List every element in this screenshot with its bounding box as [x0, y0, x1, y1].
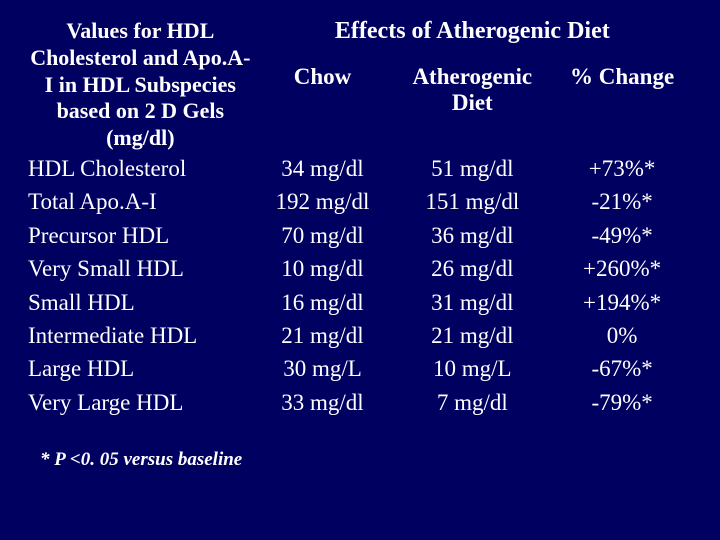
hdl-table: Values for HDL Cholesterol and Apo.A-I i… [28, 18, 692, 419]
cell-chow: 70 mg/dl [253, 219, 393, 252]
cell-ath: 51 mg/dl [392, 152, 552, 185]
row-label: Very Small HDL [28, 252, 253, 285]
cell-chow: 192 mg/dl [253, 185, 393, 218]
cell-chg: -79%* [552, 386, 692, 419]
table-row: Intermediate HDL 21 mg/dl 21 mg/dl 0% [28, 319, 692, 352]
table-body: HDL Cholesterol 34 mg/dl 51 mg/dl +73%* … [28, 152, 692, 419]
table-row: Large HDL 30 mg/L 10 mg/L -67%* [28, 352, 692, 385]
cell-chow: 33 mg/dl [253, 386, 393, 419]
cell-chow: 10 mg/dl [253, 252, 393, 285]
col-header-atherogenic: Atherogenic Diet [392, 64, 552, 152]
cell-chg: +260%* [552, 252, 692, 285]
cell-chow: 30 mg/L [253, 352, 393, 385]
row-label: Precursor HDL [28, 219, 253, 252]
cell-chow: 21 mg/dl [253, 319, 393, 352]
cell-chow: 16 mg/dl [253, 286, 393, 319]
cell-chg: -49%* [552, 219, 692, 252]
row-label: Small HDL [28, 286, 253, 319]
cell-ath: 36 mg/dl [392, 219, 552, 252]
table-row: Small HDL 16 mg/dl 31 mg/dl +194%* [28, 286, 692, 319]
cell-chg: 0% [552, 319, 692, 352]
row-label: HDL Cholesterol [28, 152, 253, 185]
cell-ath: 31 mg/dl [392, 286, 552, 319]
table-row: Total Apo.A-I 192 mg/dl 151 mg/dl -21%* [28, 185, 692, 218]
cell-ath: 151 mg/dl [392, 185, 552, 218]
col-header-chow: Chow [253, 64, 393, 152]
footnote: * P <0. 05 versus baseline [28, 449, 692, 471]
row-label: Total Apo.A-I [28, 185, 253, 218]
col-header-change: % Change [552, 64, 692, 152]
table-row: HDL Cholesterol 34 mg/dl 51 mg/dl +73%* [28, 152, 692, 185]
cell-chow: 34 mg/dl [253, 152, 393, 185]
cell-chg: -21%* [552, 185, 692, 218]
cell-ath: 21 mg/dl [392, 319, 552, 352]
row-label-header: Values for HDL Cholesterol and Apo.A-I i… [28, 18, 253, 152]
cell-ath: 26 mg/dl [392, 252, 552, 285]
group-header: Effects of Atherogenic Diet [253, 18, 692, 64]
cell-chg: -67%* [552, 352, 692, 385]
table-row: Precursor HDL 70 mg/dl 36 mg/dl -49%* [28, 219, 692, 252]
row-label: Large HDL [28, 352, 253, 385]
row-label: Intermediate HDL [28, 319, 253, 352]
cell-ath: 7 mg/dl [392, 386, 552, 419]
table-row: Very Large HDL 33 mg/dl 7 mg/dl -79%* [28, 386, 692, 419]
cell-ath: 10 mg/L [392, 352, 552, 385]
cell-chg: +73%* [552, 152, 692, 185]
cell-chg: +194%* [552, 286, 692, 319]
row-label: Very Large HDL [28, 386, 253, 419]
table-row: Very Small HDL 10 mg/dl 26 mg/dl +260%* [28, 252, 692, 285]
